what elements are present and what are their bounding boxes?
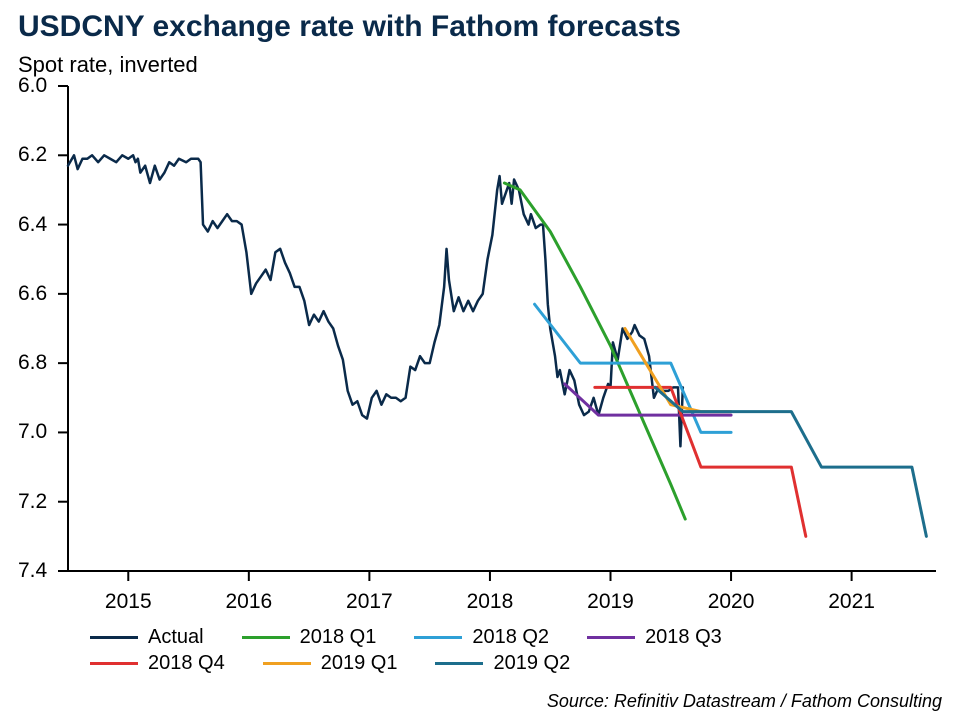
chart-title: USDCNY exchange rate with Fathom forecas…: [18, 10, 681, 44]
series-q4_2018: [595, 387, 806, 536]
y-tick-label: 6.2: [18, 143, 47, 167]
y-tick-label: 7.4: [18, 559, 47, 583]
legend-label: 2018 Q4: [148, 652, 225, 675]
x-tick-label: 2017: [346, 590, 393, 614]
y-tick-label: 7.0: [18, 420, 47, 444]
series-q2_2018: [535, 304, 732, 432]
legend-swatch: [242, 636, 290, 639]
legend-label: 2018 Q2: [472, 626, 549, 649]
legend-label: Actual: [148, 626, 204, 649]
x-tick-label: 2015: [105, 590, 152, 614]
y-tick-label: 7.2: [18, 490, 47, 514]
y-tick-label: 6.8: [18, 351, 47, 375]
plot-area: 6.06.26.46.66.87.07.27.4: [18, 80, 942, 585]
source-attribution: Source: Refinitiv Datastream / Fathom Co…: [547, 691, 942, 712]
chart-container: USDCNY exchange rate with Fathom forecas…: [0, 0, 960, 720]
legend-label: 2019 Q1: [321, 652, 398, 675]
legend-item-q1_2018: 2018 Q1: [242, 624, 377, 650]
legend-item-q2_2018: 2018 Q2: [414, 624, 549, 650]
legend-label: 2018 Q1: [300, 626, 377, 649]
x-tick-label: 2020: [708, 590, 755, 614]
y-tick-label: 6.0: [18, 74, 47, 98]
y-tick-label: 6.6: [18, 282, 47, 306]
legend-item-q3_2018: 2018 Q3: [587, 624, 722, 650]
legend-swatch: [587, 636, 635, 639]
x-tick-label: 2019: [587, 590, 634, 614]
series-q1_2018: [504, 183, 685, 519]
legend-item-actual: Actual: [90, 624, 204, 650]
legend-item-q2_2019: 2019 Q2: [435, 650, 570, 676]
legend-swatch: [90, 636, 138, 639]
legend-label: 2019 Q2: [493, 652, 570, 675]
plot-svg: [18, 80, 942, 585]
y-tick-label: 6.4: [18, 213, 47, 237]
legend-item-q4_2018: 2018 Q4: [90, 650, 225, 676]
legend-item-q1_2019: 2019 Q1: [263, 650, 398, 676]
series-actual: [68, 155, 683, 446]
x-tick-label: 2018: [467, 590, 514, 614]
x-tick-label: 2016: [225, 590, 272, 614]
legend-swatch: [90, 662, 138, 665]
legend: Actual 2018 Q1 2018 Q2 2018 Q3 2018 Q4 2019 Q…: [90, 624, 910, 676]
legend-swatch: [263, 662, 311, 665]
legend-label: 2018 Q3: [645, 626, 722, 649]
x-tick-label: 2021: [828, 590, 875, 614]
x-axis-labels: 2015 2016 2017 2018 2019 2020 2021: [18, 590, 942, 620]
legend-swatch: [414, 636, 462, 639]
legend-swatch: [435, 662, 483, 665]
